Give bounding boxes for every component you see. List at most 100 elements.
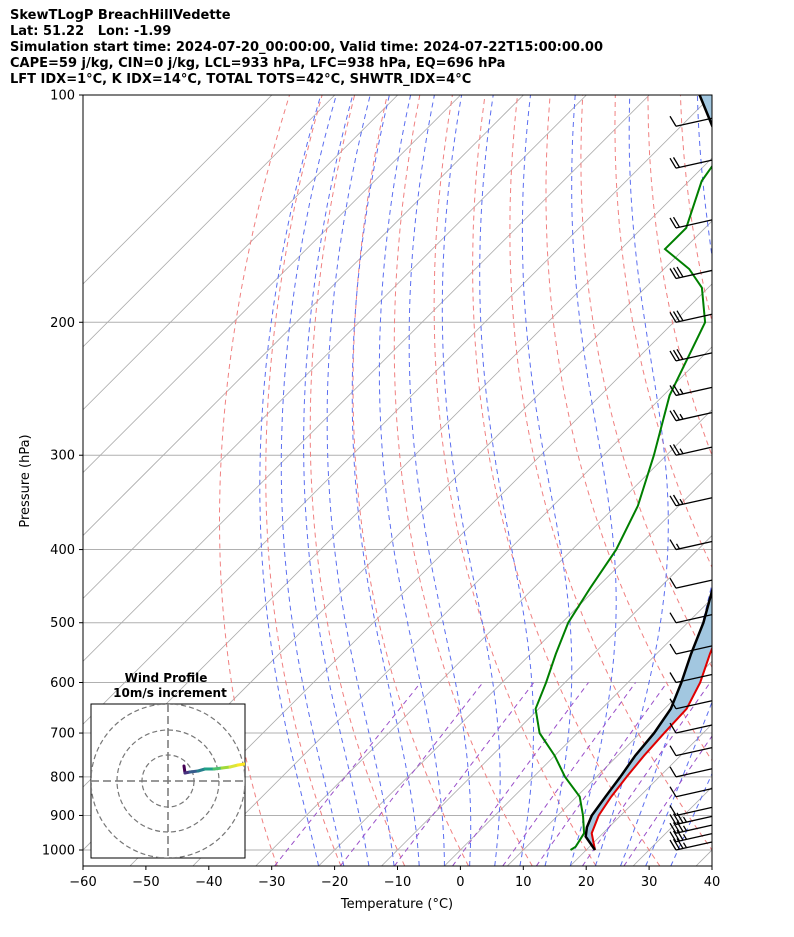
indices-line-1: CAPE=59 j/kg, CIN=0 j/kg, LCL=933 hPa, L… [10, 56, 506, 71]
barb-flag [672, 409, 681, 421]
barb-shaft [675, 768, 713, 778]
moist-adiabat-line [280, 95, 345, 866]
barb-shaft [675, 815, 713, 826]
barb-flag [669, 385, 677, 396]
barb-flag [672, 494, 681, 506]
y-tick-label: 300 [50, 449, 75, 464]
dry-adiabat-line [352, 95, 469, 866]
x-tick-label: 10 [515, 875, 532, 890]
barb-flag [672, 444, 681, 455]
mixing-ratio-line [274, 682, 422, 866]
wind-barb [669, 722, 713, 734]
barb-flag [669, 805, 677, 816]
y-tick-label: 800 [50, 770, 75, 785]
barb-flag [676, 310, 684, 322]
barb-flag [669, 444, 677, 456]
dry-adiabat-line [614, 95, 712, 569]
barb-flag [672, 822, 681, 833]
moist-adiabat-line [645, 700, 712, 866]
barb-flag [672, 311, 681, 322]
dry-adiabat-line [509, 95, 712, 851]
wind-barb [669, 612, 713, 624]
barb-flag [669, 831, 677, 843]
y-tick-label: 400 [50, 543, 75, 558]
isotherm-line [381, 534, 712, 866]
location-line: Lat: 51.22 Lon: -1.99 [10, 24, 172, 39]
dry-adiabat-line [393, 95, 533, 866]
barb-shaft [675, 833, 713, 843]
barb-flag [669, 157, 677, 169]
moist-adiabat-line [441, 95, 501, 866]
axis-ticks: −60 −50 −40 −30 −20 −10 0 10 20 30 40 1000 900 800 700… [42, 89, 720, 891]
moist-adiabat-line [408, 95, 472, 866]
x-tick-label: 20 [578, 875, 595, 890]
barb-shaft [675, 352, 713, 362]
barb-flag [669, 643, 677, 655]
hodograph-trace [236, 762, 245, 767]
dewpoint-line [534, 164, 712, 851]
barb-flag [672, 384, 681, 395]
y-tick-label: 500 [50, 616, 75, 631]
moist-adiabat-line [594, 95, 669, 866]
wind-barb [669, 766, 713, 778]
indices-line-2: LFT IDX=1°C, K IDX=14°C, TOTAL TOTS=42°C… [10, 72, 472, 87]
barb-half-flag [682, 834, 688, 840]
wind-barbs [669, 115, 713, 851]
barb-flag [669, 745, 677, 757]
barb-half-flag [679, 413, 684, 420]
wind-barb [669, 672, 713, 684]
barb-flag [676, 348, 684, 360]
isotherm-line [83, 95, 524, 537]
wind-barb [669, 786, 713, 798]
wind-barb [669, 805, 713, 817]
barb-shaft [675, 806, 713, 817]
temperature-line [590, 645, 712, 851]
wind-barb [669, 157, 713, 169]
y-tick-label: 1000 [42, 844, 75, 859]
barb-flag [672, 157, 681, 168]
wind-barb [669, 409, 713, 422]
barb-shaft [675, 269, 713, 280]
wind-barb [669, 698, 713, 710]
barb-half-flag [675, 543, 681, 550]
inset-title: Wind Profile [125, 671, 208, 685]
barb-shaft [675, 497, 713, 507]
isotherm-line [569, 723, 712, 866]
barb-flag [669, 350, 677, 362]
moist-adiabat-line [620, 95, 712, 866]
barb-flag [672, 267, 681, 279]
barb-flag [669, 612, 677, 624]
dry-adiabat-line [433, 95, 597, 866]
y-axis-label: Pressure (hPa) [18, 434, 33, 527]
barb-shaft [675, 446, 713, 456]
x-tick-label: −40 [195, 875, 222, 890]
y-tick-label: 100 [50, 89, 75, 104]
barb-flag [672, 838, 681, 850]
barb-flag [669, 268, 677, 279]
barb-flag [669, 814, 677, 825]
isotherm-line [83, 95, 587, 599]
dry-adiabat-line [545, 95, 712, 762]
barb-flag [669, 539, 677, 550]
parcel-line [584, 95, 712, 851]
dry-adiabat-line [580, 95, 712, 669]
dry-adiabat-line [265, 95, 342, 866]
barb-shaft [675, 386, 713, 397]
barb-flag [669, 217, 677, 229]
mixing-ratio-line [452, 682, 589, 866]
moist-adiabat-line [569, 95, 617, 866]
mixing-ratio-line [339, 682, 484, 866]
profile-lines [534, 95, 712, 851]
barb-flag [669, 495, 677, 507]
barb-shaft [675, 117, 713, 127]
wind-barb [669, 539, 713, 551]
barb-flag [672, 830, 681, 842]
barb-flag [669, 766, 677, 778]
barb-flag [676, 838, 684, 849]
chart-header: SkewTLogP BreachHillVedette Lat: 51.22 L… [10, 8, 603, 88]
barb-flag [669, 786, 677, 798]
x-tick-label: −30 [258, 875, 285, 890]
barb-flag [669, 115, 677, 127]
x-tick-label: 0 [456, 875, 464, 890]
mixing-ratio-line [581, 682, 711, 866]
